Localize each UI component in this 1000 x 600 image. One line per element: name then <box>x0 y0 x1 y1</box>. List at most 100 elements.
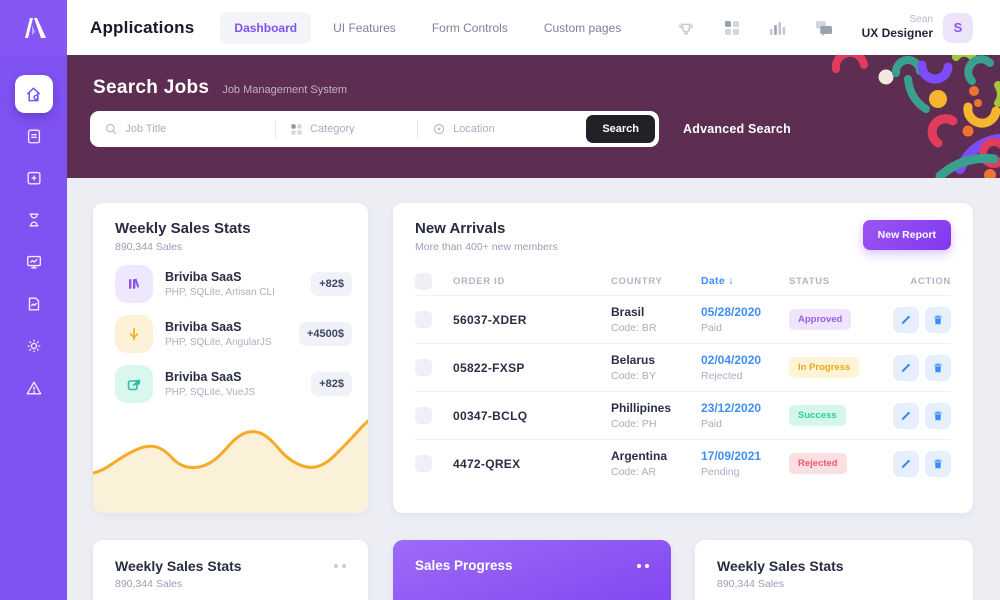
amount-badge: +4500$ <box>298 322 352 346</box>
ellipsis-menu-icon[interactable] <box>334 564 346 568</box>
search-jobs-banner: Search Jobs Job Management System <box>67 55 1000 178</box>
table-row[interactable]: 4472-QREX Argentina Code: AR 17/09/2021 Pe… <box>415 439 951 487</box>
decorative-pattern <box>831 55 1000 178</box>
sidebar <box>0 0 67 600</box>
sidebar-nav <box>0 55 67 411</box>
col-action: ACTION <box>910 275 951 287</box>
new-report-button[interactable]: New Report <box>862 220 951 250</box>
table-row[interactable]: 05822-FXSP Belarus Code: BY 02/04/2020 Rej… <box>415 343 951 391</box>
row-checkbox[interactable] <box>415 359 432 376</box>
status-badge: In Progress <box>789 357 860 378</box>
item-stack: PHP, SQLite, AngularJS <box>165 336 272 348</box>
tab-ui-features[interactable]: UI Features <box>333 20 396 35</box>
status-badge: Success <box>789 405 846 426</box>
search-button[interactable]: Search <box>586 115 656 143</box>
sidebar-item-alerts[interactable] <box>15 369 53 407</box>
delete-button[interactable] <box>925 306 951 333</box>
order-date: 17/09/2021 <box>701 449 762 464</box>
row-checkbox[interactable] <box>415 311 432 328</box>
row-checkbox[interactable] <box>415 407 432 424</box>
row-checkbox[interactable] <box>415 455 432 472</box>
job-title-input[interactable] <box>125 123 275 135</box>
page-title: Applications <box>90 17 195 37</box>
item-stack: PHP, SQLite, Artisan CLI <box>165 286 275 298</box>
bar-chart-icon[interactable] <box>768 18 788 38</box>
calendar-plus-icon <box>26 171 41 185</box>
monitor-chart-icon <box>26 255 41 269</box>
avatar[interactable]: S <box>943 12 973 43</box>
messages-icon[interactable] <box>814 18 834 38</box>
item-stack: PHP, SQLite, VueJS <box>165 386 256 398</box>
delete-button[interactable] <box>925 402 951 429</box>
arrow-down-icon <box>115 315 153 353</box>
app-logo[interactable] <box>0 0 67 55</box>
ellipsis-menu-icon[interactable] <box>637 564 649 568</box>
bars-icon <box>115 265 153 303</box>
card-subtitle: More than 400+ new members <box>415 241 558 253</box>
file-chart-icon <box>28 297 39 311</box>
edit-button[interactable] <box>893 354 919 381</box>
sidebar-item-tasks[interactable] <box>15 117 53 155</box>
trophy-icon[interactable] <box>676 18 696 38</box>
country-code: Code: BY <box>611 369 656 382</box>
order-id: 00347-BCLQ <box>453 408 528 423</box>
order-date: 23/12/2020 <box>701 401 762 416</box>
job-title-field[interactable] <box>90 111 275 147</box>
edit-button[interactable] <box>893 402 919 429</box>
order-date: 02/04/2020 <box>701 353 762 368</box>
sidebar-item-history[interactable] <box>15 201 53 239</box>
tab-dashboard[interactable]: Dashboard <box>220 11 312 44</box>
job-search-bar: Search <box>90 111 659 147</box>
card-title: New Arrivals <box>415 220 506 237</box>
list-item[interactable]: Briviba SaaS PHP, SQLite, Artisan CLI +8… <box>93 265 368 303</box>
select-all-checkbox[interactable] <box>415 272 432 290</box>
sidebar-item-home[interactable] <box>14 75 53 113</box>
card-subtitle: 890,344 Sales <box>115 578 183 590</box>
logo-icon <box>24 17 46 38</box>
weekly-sales-stats-card-2: Weekly Sales Stats 890,344 Sales <box>93 540 368 600</box>
grid-icon[interactable] <box>722 18 742 38</box>
advanced-search-link[interactable]: Advanced Search <box>683 122 791 136</box>
country-code: Code: PH <box>611 417 657 430</box>
sidebar-item-settings[interactable] <box>15 327 53 365</box>
location-input[interactable] <box>453 123 587 135</box>
category-grid-icon <box>291 123 302 135</box>
category-input[interactable] <box>309 123 417 135</box>
table-row[interactable]: 00347-BCLQ Phillipines Code: PH 23/12/202… <box>415 391 951 439</box>
sidebar-item-analytics[interactable] <box>15 243 53 281</box>
col-date-sort[interactable]: Date ↓ <box>701 275 734 287</box>
payment-state: Pending <box>701 465 740 478</box>
tab-custom-pages[interactable]: Custom pages <box>543 20 622 35</box>
settings-gear-icon <box>27 339 40 353</box>
payment-state: Paid <box>701 417 723 430</box>
sidebar-item-calendar[interactable] <box>15 159 53 197</box>
item-name: Briviba SaaS <box>165 270 242 285</box>
user-info: Sean UX Designer <box>862 14 933 42</box>
header-actions: Sean UX Designer S <box>650 12 973 43</box>
payment-state: Rejected <box>701 369 743 382</box>
edit-button[interactable] <box>893 450 919 477</box>
delete-button[interactable] <box>925 354 951 381</box>
country: Brasil <box>611 305 645 320</box>
country-code: Code: BR <box>611 321 657 334</box>
tab-form-controls[interactable]: Form Controls <box>431 20 508 35</box>
list-item[interactable]: Briviba SaaS PHP, SQLite, AngularJS +450… <box>93 315 368 353</box>
warning-triangle-icon <box>26 381 41 395</box>
sales-sparkline-chart <box>93 419 368 513</box>
edit-button[interactable] <box>893 306 919 333</box>
new-arrivals-card: New Arrivals More than 400+ new members … <box>393 203 973 513</box>
order-id: 4472-QREX <box>453 456 521 471</box>
list-item[interactable]: Briviba SaaS PHP, SQLite, VueJS +82$ <box>93 365 368 403</box>
arrivals-table: ORDER ID COUNTRY Date ↓ STATUS ACTION 56… <box>415 267 951 487</box>
country: Phillipines <box>611 401 672 416</box>
category-field[interactable] <box>276 111 417 147</box>
location-icon <box>433 123 445 135</box>
sidebar-item-reports[interactable] <box>15 285 53 323</box>
weekly-sales-stats-card: Weekly Sales Stats 890,344 Sales Briviba… <box>93 203 368 513</box>
delete-button[interactable] <box>925 450 951 477</box>
search-icon <box>105 123 117 135</box>
location-field[interactable] <box>418 111 587 147</box>
banner-title: Search Jobs <box>93 77 210 98</box>
user-role: UX Designer <box>861 26 933 41</box>
table-row[interactable]: 56037-XDER Brasil Code: BR 05/28/2020 Paid… <box>415 295 951 343</box>
